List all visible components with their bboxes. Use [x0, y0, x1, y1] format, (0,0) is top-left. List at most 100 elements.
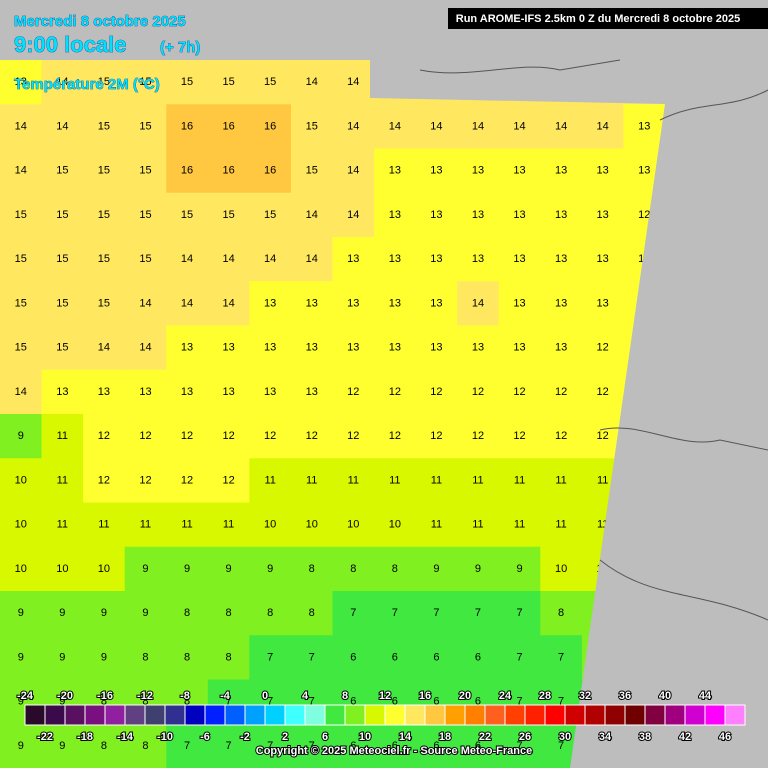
border: [419, 59, 621, 74]
grid-cell: [374, 546, 417, 592]
grid-cell: [457, 369, 500, 415]
scale-label: 30: [559, 731, 571, 743]
grid-cell: [166, 502, 209, 548]
cell-value: 13: [597, 209, 609, 221]
scale-box: [204, 704, 226, 726]
grid-cell: [374, 369, 417, 415]
grid-cell: [498, 369, 541, 415]
cell-value: 13: [389, 165, 401, 177]
cell-value: 9: [59, 696, 65, 708]
scale-label: 14: [399, 731, 412, 743]
cell-value: 8: [101, 740, 107, 752]
cell-value: 9: [267, 563, 273, 575]
cell-value: 14: [56, 120, 68, 132]
cell-value: 14: [513, 120, 525, 132]
cell-value: 8: [392, 563, 398, 575]
cell-value: 16: [181, 120, 193, 132]
cell-value: 7: [309, 740, 315, 752]
cell-value: 7: [267, 651, 273, 663]
cell-value: 12: [597, 342, 609, 354]
border: [599, 559, 768, 621]
grid-cell: [166, 325, 209, 371]
time: 9:00 locale: [14, 32, 127, 57]
cell-value: 13: [472, 209, 484, 221]
cell-value: 15: [98, 120, 110, 132]
scale-box: [404, 704, 426, 726]
cell-value: 15: [15, 342, 27, 354]
grid-cell: [207, 458, 250, 503]
grid-cell: [249, 281, 292, 326]
grid-cell: [207, 414, 250, 459]
cell-value: 15: [181, 209, 193, 221]
grid-cell: [581, 104, 624, 149]
cell-value: 9: [142, 563, 148, 575]
grid-cell: [41, 369, 84, 415]
cell-value: 11: [431, 474, 442, 486]
cell-value: 14: [139, 297, 151, 309]
cell-value: 7: [309, 651, 315, 663]
scale-label: 12: [379, 690, 391, 702]
cell-value: 9: [18, 740, 24, 752]
grid-cell: [332, 591, 375, 636]
grid-cell: [332, 414, 375, 459]
grid-cell: [415, 281, 458, 326]
cell-value: 13: [389, 253, 401, 265]
cell-value: 11: [348, 474, 359, 486]
grid-cell: [41, 546, 84, 592]
grid-cell: [415, 325, 458, 371]
grid-cell: [332, 192, 375, 238]
cell-value: 9: [184, 563, 190, 575]
grid-cell: [457, 325, 500, 371]
cell-value: 6: [433, 696, 439, 708]
grid-cell: [415, 148, 458, 194]
cell-value: 13: [597, 253, 609, 265]
grid-cell: [498, 635, 541, 680]
cell-value: 13: [555, 297, 567, 309]
grid-cell: [166, 369, 209, 415]
grid-cell: [124, 591, 167, 636]
grid-cell: [83, 192, 126, 238]
cell-value: 13: [472, 342, 484, 354]
grid-cell: [457, 502, 500, 548]
cell-value: 13: [306, 342, 318, 354]
scale-box: [164, 704, 186, 726]
cell-value: 9: [101, 607, 107, 619]
cell-value: 13: [555, 165, 567, 177]
grid-cell: [83, 546, 126, 592]
cell-value: 7: [350, 607, 356, 619]
cell-value: 14: [181, 253, 193, 265]
scale-box: [644, 704, 666, 726]
scale-label: 26: [519, 731, 531, 743]
grid-cell: [249, 546, 292, 592]
cell-value: 12: [222, 430, 234, 442]
grid-cell: [374, 192, 417, 238]
grid-cell: [415, 458, 458, 503]
cell-value: 13: [597, 297, 609, 309]
cell-value: 12: [139, 430, 151, 442]
cell-value: 6: [350, 651, 356, 663]
cell-value: 14: [98, 342, 110, 354]
grid-cell: [207, 591, 250, 636]
cell-value: 13: [513, 209, 525, 221]
scale-box: [584, 704, 606, 726]
cell-value: 10: [98, 563, 110, 575]
cell-value: 14: [306, 253, 318, 265]
grid-cell: [374, 148, 417, 194]
cell-value: 8: [226, 607, 232, 619]
cell-value: 13: [15, 76, 27, 88]
grid-cell: [581, 369, 624, 415]
border: [599, 427, 768, 451]
grid-cell: [415, 546, 458, 592]
cell-value: 7: [516, 696, 522, 708]
grid-cell: [457, 281, 500, 326]
scale-label: -6: [200, 731, 210, 743]
cell-value: 15: [264, 209, 276, 221]
grid-cell: [415, 369, 458, 415]
cell-value: 8: [309, 607, 315, 619]
scale-label: -4: [220, 690, 231, 702]
grid-cell: [0, 192, 43, 238]
scale-label: -12: [137, 690, 153, 702]
cell-value: 13: [430, 342, 442, 354]
scale-box: [64, 704, 86, 726]
cell-value: 11: [597, 519, 608, 531]
